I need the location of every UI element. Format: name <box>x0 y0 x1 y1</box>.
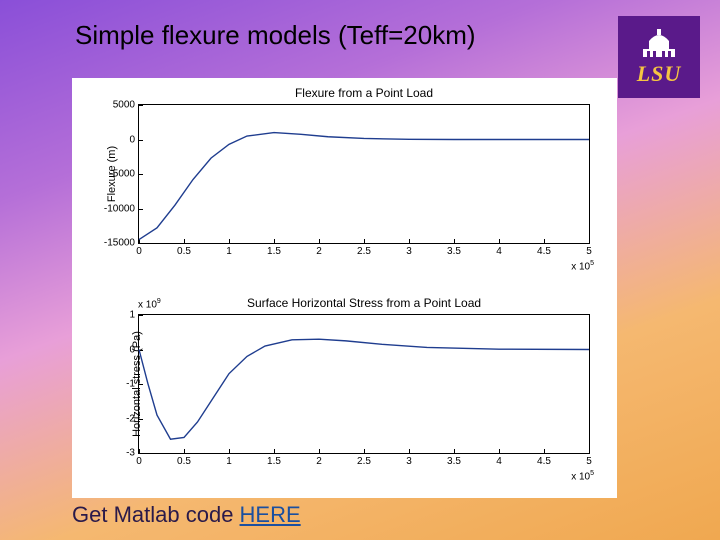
data-line <box>139 339 589 439</box>
x-multiplier-bot: x 105 <box>571 470 594 482</box>
xtick-label: 0.5 <box>177 243 191 257</box>
xtick-label: 4 <box>496 243 502 257</box>
xtick-label: 0 <box>136 453 142 467</box>
logo-text: LSU <box>637 61 682 87</box>
ytick-label: 0 <box>129 344 139 355</box>
ytick-label: -10000 <box>104 203 139 214</box>
ytick-label: -15000 <box>104 238 139 249</box>
flexure-chart: Flexure from a Point Load Flexure (m) -1… <box>138 104 590 244</box>
xtick-label: 3 <box>406 453 412 467</box>
ytick-label: 1 <box>129 310 139 321</box>
xtick-label: 3.5 <box>447 453 461 467</box>
logo-dome-icon <box>639 27 679 59</box>
xtick-label: 1.5 <box>267 453 281 467</box>
chart-panel: Flexure from a Point Load Flexure (m) -1… <box>72 78 617 498</box>
ytick-label: -1 <box>126 379 139 390</box>
chart-title-bot: Surface Horizontal Stress from a Point L… <box>138 296 590 310</box>
footer-text: Get Matlab code HERE <box>72 502 301 528</box>
ytick-label: 5000 <box>113 100 139 111</box>
xtick-label: 2 <box>316 243 322 257</box>
xtick-label: 5 <box>586 243 592 257</box>
xtick-label: 0 <box>136 243 142 257</box>
xtick-label: 2.5 <box>357 243 371 257</box>
lsu-logo: LSU <box>618 16 700 98</box>
ytick-label: -5000 <box>109 169 139 180</box>
data-line <box>139 133 589 240</box>
xtick-label: 4 <box>496 453 502 467</box>
xtick-label: 4.5 <box>537 453 551 467</box>
xtick-label: 1 <box>226 453 232 467</box>
xtick-label: 2.5 <box>357 453 371 467</box>
xtick-label: 2 <box>316 453 322 467</box>
xtick-label: 3 <box>406 243 412 257</box>
stress-chart: x 109 Surface Horizontal Stress from a P… <box>138 314 590 454</box>
xtick-label: 0.5 <box>177 453 191 467</box>
matlab-code-link[interactable]: HERE <box>240 502 301 527</box>
xtick-label: 1 <box>226 243 232 257</box>
xtick-label: 1.5 <box>267 243 281 257</box>
xtick-label: 4.5 <box>537 243 551 257</box>
ytick-label: 0 <box>129 134 139 145</box>
footer-prefix: Get Matlab code <box>72 502 240 527</box>
xtick-label: 5 <box>586 453 592 467</box>
chart-title-top: Flexure from a Point Load <box>138 86 590 100</box>
slide-title: Simple flexure models (Teff=20km) <box>75 20 476 51</box>
ytick-label: -2 <box>126 413 139 424</box>
xtick-label: 3.5 <box>447 243 461 257</box>
x-multiplier-top: x 105 <box>571 260 594 272</box>
